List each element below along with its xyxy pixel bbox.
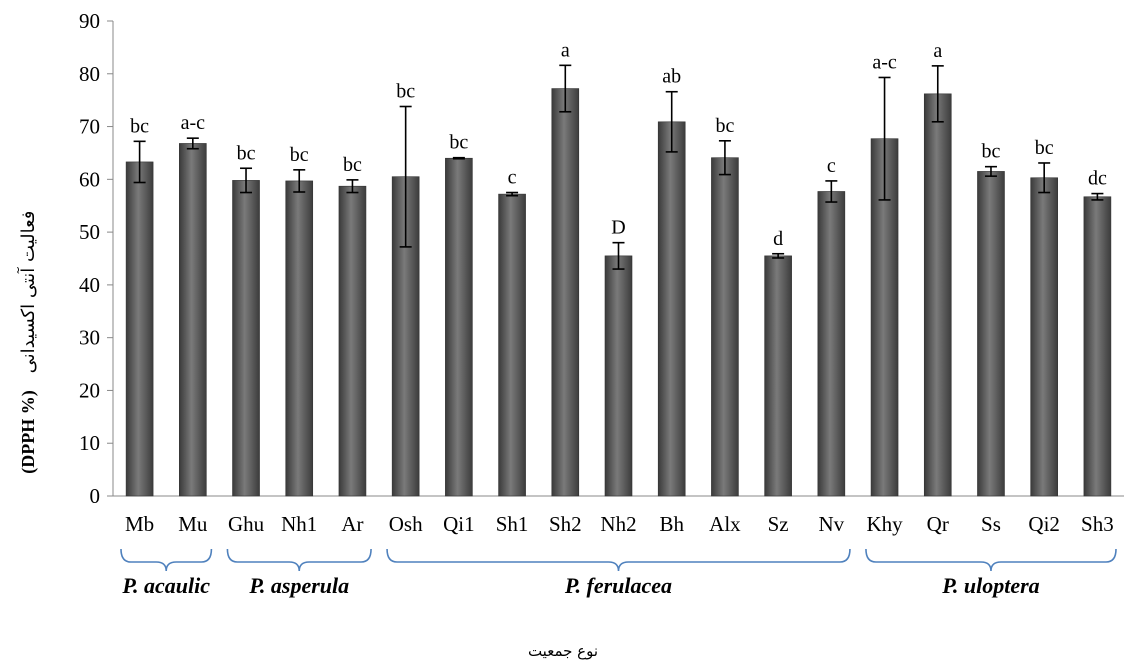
significance-label: bc xyxy=(982,141,1001,163)
significance-label: bc xyxy=(130,115,149,137)
x-tick-label: Khy xyxy=(866,512,903,536)
x-tick-label: Sz xyxy=(768,512,789,536)
significance-label: c xyxy=(827,155,836,177)
y-tick-label: 40 xyxy=(79,273,100,297)
x-tick-label: Sh3 xyxy=(1081,512,1114,536)
bar-Nh2 xyxy=(604,255,633,497)
y-axis-title: (DPPH %) فعالیت آنتی اکسیدانی xyxy=(16,211,39,474)
y-tick-label: 80 xyxy=(79,62,100,86)
significance-label: dc xyxy=(1088,168,1107,190)
bar-Ss xyxy=(977,171,1005,497)
bar-Mu xyxy=(179,143,207,497)
x-tick-label: Sh2 xyxy=(549,512,582,536)
significance-label: bc xyxy=(396,81,415,103)
bar-Ar xyxy=(338,185,367,497)
x-tick-labels: Mb Mu Ghu Nh1 Ar Osh Qi1 Sh1 Sh2 Nh2 Bh Alx Sz Nv Khy Q… xyxy=(125,512,1114,536)
significance-label: d xyxy=(773,228,783,250)
significance-label: bc xyxy=(343,154,362,176)
y-tick-label: 10 xyxy=(79,431,100,455)
significance-label: bc xyxy=(715,115,734,137)
y-tick-label: 0 xyxy=(90,484,101,508)
group-label: P. ferulacea xyxy=(564,573,672,598)
bar-Qi1 xyxy=(445,157,473,497)
group-bracket xyxy=(120,548,213,572)
x-tick-label: Qi2 xyxy=(1028,512,1060,536)
group-label: P. uloptera xyxy=(941,573,1039,598)
significance-label: bc xyxy=(449,132,468,154)
significance-label: bc xyxy=(290,144,309,166)
significance-label: ab xyxy=(662,66,681,88)
bars xyxy=(125,88,1112,497)
significance-label: bc xyxy=(1035,137,1054,159)
group-label: P. acaulic xyxy=(121,573,210,598)
bar-Bh xyxy=(657,121,686,497)
x-tick-label: Mu xyxy=(178,512,208,536)
species-groups: P. acaulic P. asperula P. ferulacea P. ulop… xyxy=(120,548,1117,598)
y-tick-label: 60 xyxy=(79,167,100,191)
group-bracket xyxy=(865,548,1117,572)
bar-Mb xyxy=(125,161,154,497)
bar-Qr xyxy=(923,93,952,497)
bar-Nv xyxy=(817,191,846,497)
y-tick-label: 90 xyxy=(79,9,100,33)
bar-Qi2 xyxy=(1030,177,1058,497)
group-bracket xyxy=(386,548,851,572)
y-tick-label: 20 xyxy=(79,378,100,402)
bar-Sh3 xyxy=(1083,196,1112,497)
y-axis-unit: (DPPH %) xyxy=(18,390,39,473)
bar-Sh2 xyxy=(551,88,580,497)
x-tick-label: Nv xyxy=(819,512,845,536)
error-bars xyxy=(133,64,1104,270)
significance-label: c xyxy=(508,167,517,189)
x-tick-label: Sh1 xyxy=(496,512,529,536)
x-tick-label: Alx xyxy=(709,512,741,536)
x-tick-label: Qi1 xyxy=(443,512,475,536)
y-tick-label: 70 xyxy=(79,115,100,139)
significance-label: bc xyxy=(237,142,256,164)
x-tick-label: Ar xyxy=(341,512,363,536)
x-tick-label: Osh xyxy=(389,512,423,536)
significance-label: a xyxy=(561,39,570,61)
x-tick-label: Qr xyxy=(927,512,949,536)
y-tick-labels: 0 10 20 30 40 50 60 70 80 90 xyxy=(79,9,100,508)
significance-label: D xyxy=(611,217,625,239)
x-tick-label: Ghu xyxy=(228,512,265,536)
significance-label: a xyxy=(933,40,942,62)
bar-Sh1 xyxy=(498,193,526,497)
significance-label: a-c xyxy=(181,112,206,134)
bar-Sz xyxy=(764,255,792,497)
x-tick-label: Bh xyxy=(659,512,684,536)
x-axis-label: نوع جمعیت xyxy=(528,642,598,660)
x-tick-label: Mb xyxy=(125,512,154,536)
significance-label: a-c xyxy=(872,51,897,73)
y-tick-label: 30 xyxy=(79,326,100,350)
y-tick-label: 50 xyxy=(79,220,100,244)
bar-Alx xyxy=(711,157,739,497)
x-tick-label: Nh1 xyxy=(281,512,317,536)
x-tick-label: Nh2 xyxy=(600,512,636,536)
y-axis-label: فعالیت آنتی اکسیدانی xyxy=(16,211,39,374)
group-label: P. asperula xyxy=(248,573,349,598)
bar-Ghu xyxy=(232,180,260,497)
x-tick-label: Ss xyxy=(981,512,1001,536)
bar-Nh1 xyxy=(285,180,314,497)
group-bracket xyxy=(226,548,372,572)
